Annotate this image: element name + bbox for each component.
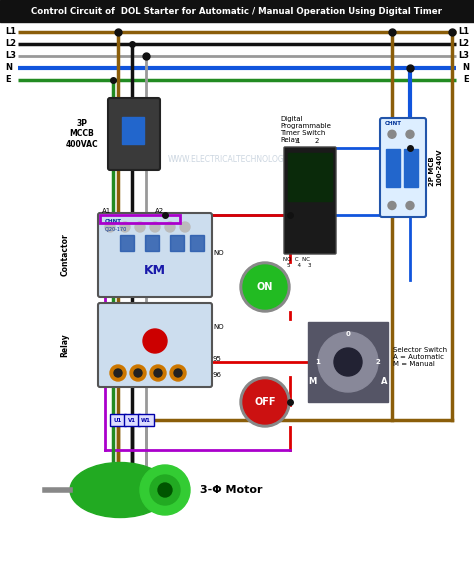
Text: CJ20-170: CJ20-170 <box>105 227 127 232</box>
Circle shape <box>150 222 160 232</box>
Bar <box>145 235 159 251</box>
FancyBboxPatch shape <box>98 213 212 297</box>
Bar <box>138 414 154 426</box>
Circle shape <box>388 130 396 138</box>
Text: V1: V1 <box>128 417 136 423</box>
Bar <box>100 215 180 223</box>
Text: N: N <box>5 64 12 73</box>
Text: 1: 1 <box>295 138 300 144</box>
FancyBboxPatch shape <box>284 147 336 254</box>
Text: Relay: Relay <box>61 333 70 357</box>
FancyBboxPatch shape <box>380 118 426 217</box>
Circle shape <box>150 475 180 505</box>
Text: 5    4    3: 5 4 3 <box>287 263 311 268</box>
Bar <box>404 148 418 186</box>
Circle shape <box>388 202 396 210</box>
Text: L3: L3 <box>5 52 16 61</box>
Text: A2: A2 <box>155 208 164 214</box>
Text: ON: ON <box>257 282 273 292</box>
Bar <box>124 414 140 426</box>
Bar <box>122 117 144 144</box>
Text: 2: 2 <box>315 138 319 144</box>
Text: CHNT: CHNT <box>385 121 402 126</box>
Circle shape <box>170 365 186 381</box>
Circle shape <box>240 262 290 312</box>
Text: OFF: OFF <box>254 397 276 407</box>
Circle shape <box>110 365 126 381</box>
Circle shape <box>134 369 142 377</box>
Circle shape <box>318 332 378 392</box>
Text: A1: A1 <box>102 208 111 214</box>
Text: Digital
Programmable
Timer Switch
Relay: Digital Programmable Timer Switch Relay <box>280 116 331 143</box>
Circle shape <box>243 380 287 424</box>
Circle shape <box>406 202 414 210</box>
Text: 3-Φ Motor: 3-Φ Motor <box>200 485 263 495</box>
Text: NO: NO <box>213 250 224 256</box>
Circle shape <box>120 222 130 232</box>
Bar <box>308 322 388 402</box>
Text: L2: L2 <box>458 40 469 48</box>
Bar <box>170 235 184 251</box>
Text: WWW.ELECTRICALTECHNOLOGY.ORG: WWW.ELECTRICALTECHNOLOGY.ORG <box>167 156 307 165</box>
Bar <box>110 414 126 426</box>
Circle shape <box>180 222 190 232</box>
Text: 95: 95 <box>213 356 222 362</box>
Circle shape <box>240 377 290 427</box>
Text: Control Circuit of  DOL Starter for Automatic / Manual Operation Using Digital T: Control Circuit of DOL Starter for Autom… <box>31 6 443 15</box>
Text: 2P MCB
100-240V: 2P MCB 100-240V <box>429 149 442 186</box>
Text: 2: 2 <box>375 359 380 365</box>
Text: KM: KM <box>144 265 166 278</box>
Bar <box>0 0 474 22</box>
Text: L1: L1 <box>5 27 16 36</box>
Circle shape <box>158 483 172 497</box>
Text: 0: 0 <box>346 331 350 337</box>
Text: W1: W1 <box>141 417 151 423</box>
FancyBboxPatch shape <box>98 303 212 387</box>
Text: L3: L3 <box>458 52 469 61</box>
Bar <box>386 148 400 186</box>
Text: U1: U1 <box>114 417 122 423</box>
Circle shape <box>150 365 166 381</box>
Text: L1: L1 <box>458 27 469 36</box>
Text: NO: NO <box>213 324 224 330</box>
Circle shape <box>243 265 287 309</box>
Text: A: A <box>381 378 387 386</box>
Text: E: E <box>5 76 10 85</box>
Text: CHNT: CHNT <box>105 219 122 224</box>
Circle shape <box>165 222 175 232</box>
Circle shape <box>334 348 362 376</box>
Circle shape <box>105 222 115 232</box>
Text: L2: L2 <box>5 40 16 48</box>
Bar <box>288 153 332 201</box>
Text: 1: 1 <box>316 359 320 365</box>
Circle shape <box>140 465 190 515</box>
Text: Contactor: Contactor <box>61 233 70 277</box>
Ellipse shape <box>70 462 170 517</box>
Text: N: N <box>462 64 469 73</box>
Text: E: E <box>464 76 469 85</box>
Circle shape <box>406 130 414 138</box>
Circle shape <box>114 369 122 377</box>
Bar <box>190 235 204 251</box>
FancyBboxPatch shape <box>108 98 160 170</box>
Circle shape <box>135 222 145 232</box>
Bar <box>120 235 134 251</box>
Text: 3P
MCCB
400VAC: 3P MCCB 400VAC <box>66 119 98 149</box>
Text: 96: 96 <box>213 372 222 378</box>
Circle shape <box>143 329 167 353</box>
Circle shape <box>174 369 182 377</box>
Circle shape <box>154 369 162 377</box>
Text: Selector Switch
A = Automatic
M = Manual: Selector Switch A = Automatic M = Manual <box>393 347 447 367</box>
Text: NO  C  NC: NO C NC <box>283 257 310 262</box>
Circle shape <box>130 365 146 381</box>
Text: M: M <box>308 378 316 386</box>
